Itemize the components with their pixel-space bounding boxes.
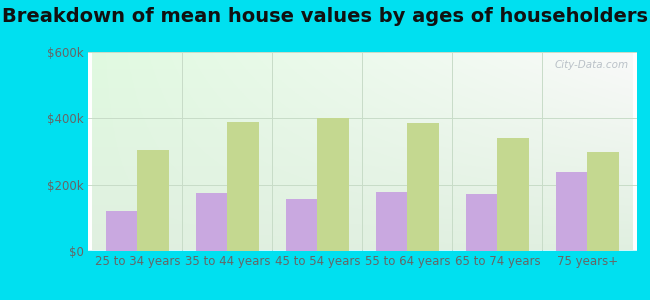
Bar bbox=[106, 211, 137, 250]
Bar bbox=[588, 152, 619, 250]
Bar bbox=[497, 138, 529, 250]
Bar bbox=[376, 192, 408, 250]
Bar bbox=[227, 122, 259, 250]
Text: City-Data.com: City-Data.com bbox=[554, 60, 629, 70]
Bar bbox=[196, 193, 228, 250]
Bar bbox=[317, 118, 349, 250]
Bar bbox=[556, 172, 588, 250]
Bar bbox=[286, 199, 317, 250]
Bar bbox=[137, 150, 169, 250]
Bar bbox=[466, 194, 497, 250]
Text: Breakdown of mean house values by ages of householders: Breakdown of mean house values by ages o… bbox=[2, 8, 648, 26]
Bar bbox=[408, 124, 439, 250]
